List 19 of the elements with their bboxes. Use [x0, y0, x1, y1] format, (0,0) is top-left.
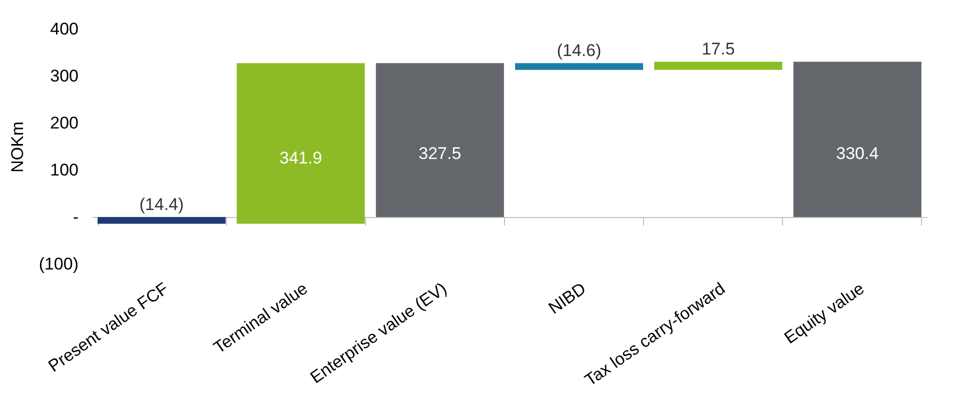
bar: [515, 63, 644, 70]
bar: [654, 62, 782, 70]
y-tick-label: -: [72, 208, 78, 226]
y-tick-label: 300: [50, 66, 78, 86]
y-tick-label: (100): [38, 254, 78, 274]
y-axis-title: NOKm: [8, 122, 27, 172]
data-label: 327.5: [418, 144, 462, 164]
data-label: (14.4): [139, 195, 184, 214]
data-label: (14.6): [556, 41, 602, 60]
bar: [793, 62, 922, 217]
bar: [98, 217, 226, 224]
bar: [236, 63, 365, 224]
y-tick-label: 100: [50, 160, 78, 180]
bar: [376, 63, 504, 217]
data-label: 341.9: [279, 148, 322, 168]
data-label: 17.5: [702, 40, 735, 59]
y-tick-label: 200: [50, 114, 78, 132]
y-tick-label: 400: [50, 20, 78, 38]
data-label: 330.4: [836, 144, 879, 163]
